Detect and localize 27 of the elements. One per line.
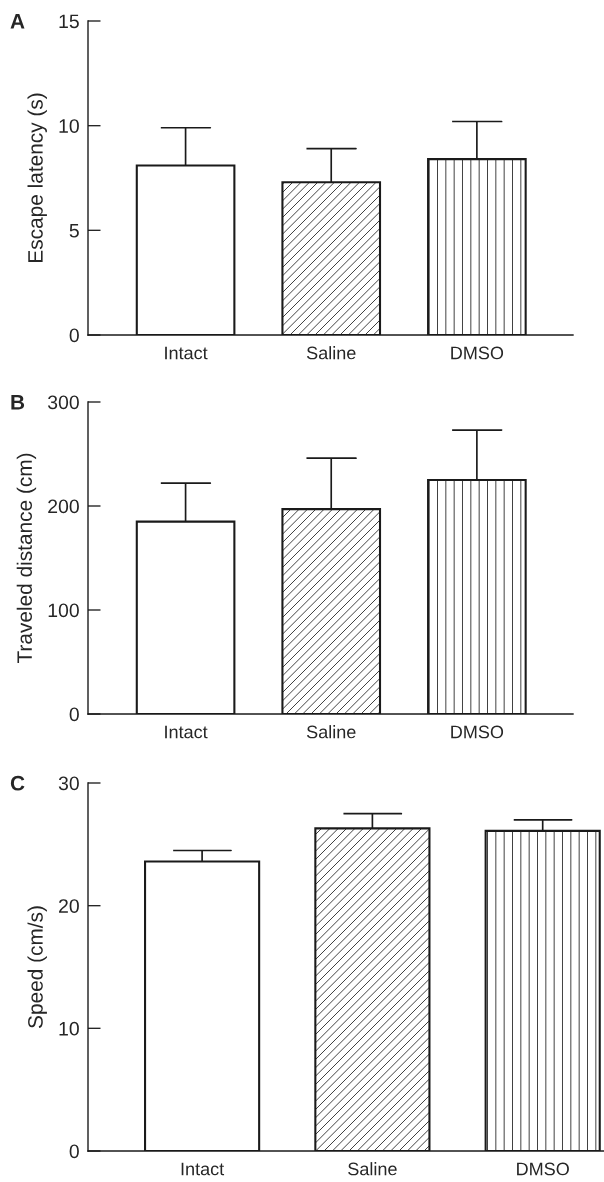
x-tick-label: Intact xyxy=(165,346,208,360)
x-tick-label: Saline xyxy=(306,725,356,739)
y-tick-label: 10 xyxy=(59,1021,79,1036)
x-tick-label: DMSO xyxy=(517,1162,569,1176)
y-tick-label: 30 xyxy=(58,776,79,791)
x-tick-label: DMSO xyxy=(451,725,504,739)
y-tick-label: 15 xyxy=(59,14,79,29)
y-tick-label: 0 xyxy=(69,707,79,722)
y-tick-label: 20 xyxy=(59,899,79,913)
y-tick-label: 200 xyxy=(48,499,79,514)
x-tick-label: Saline xyxy=(348,1162,397,1176)
chart-title: A xyxy=(10,14,25,29)
y-tick-label: 300 xyxy=(47,395,79,410)
chart-title: B xyxy=(11,395,25,410)
x-tick-label: Intact xyxy=(165,725,208,739)
x-tick-label: Saline xyxy=(306,346,356,360)
y-tick-label: 5 xyxy=(69,224,79,238)
x-tick-label: DMSO xyxy=(451,346,504,360)
y-tick-label: 10 xyxy=(59,119,79,133)
y-axis-title: Speed (cm/s) xyxy=(27,906,47,1028)
x-tick-label: Intact xyxy=(181,1162,225,1176)
y-tick-label: 0 xyxy=(69,1144,79,1159)
chart-title: C xyxy=(10,775,25,791)
y-axis-title: Escape latency (s) xyxy=(27,93,47,262)
y-axis-title: Traveled distance (cm) xyxy=(16,453,37,664)
y-tick-label: 100 xyxy=(48,603,79,618)
y-tick-label: 0 xyxy=(69,328,79,343)
